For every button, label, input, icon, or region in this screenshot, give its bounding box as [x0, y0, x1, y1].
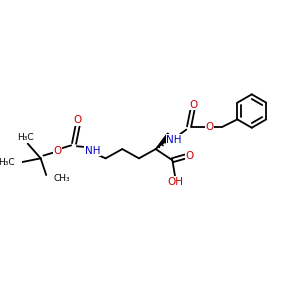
Text: O: O: [206, 122, 214, 132]
Text: CH₃: CH₃: [54, 174, 70, 183]
Text: NH: NH: [167, 135, 182, 145]
Text: O: O: [74, 115, 82, 125]
Text: O: O: [190, 100, 198, 110]
Text: O: O: [186, 151, 194, 160]
Text: O: O: [53, 146, 61, 156]
Polygon shape: [156, 133, 172, 149]
Text: NH: NH: [85, 146, 100, 156]
Text: OH: OH: [167, 176, 183, 187]
Text: H₃C: H₃C: [0, 158, 15, 166]
Text: H₃C: H₃C: [17, 134, 34, 142]
